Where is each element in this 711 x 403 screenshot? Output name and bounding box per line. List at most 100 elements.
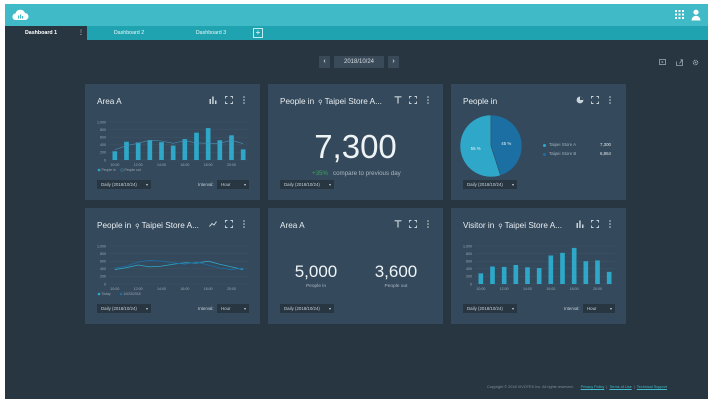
fullscreen-icon[interactable] (409, 220, 417, 228)
bar (583, 261, 589, 284)
legend-label: Taipei Store B (549, 151, 577, 156)
y-tick-label: 400 (466, 267, 472, 271)
grid-icon[interactable] (675, 10, 684, 19)
tab-dashboard-3[interactable]: Dashboard 3 (195, 30, 227, 36)
y-tick-label: 800 (100, 252, 106, 256)
fullscreen-icon[interactable] (225, 220, 233, 228)
fullscreen-icon[interactable] (409, 96, 417, 104)
x-tick-label: 10:00 (476, 287, 485, 291)
more-options-icon[interactable] (240, 96, 248, 104)
bar (182, 139, 188, 160)
more-options-icon[interactable] (240, 220, 248, 228)
chevron-down-icon: ▾ (511, 306, 514, 311)
tab-dashboard-1[interactable]: Dashboard 1 (5, 26, 87, 40)
interval-select[interactable]: Hour ▾ (583, 304, 615, 313)
dashboard-tab-bar: Dashboard 1 ⋮ Dashboard 2 Dashboard 3 + (5, 26, 708, 40)
chevron-down-icon: ▾ (328, 306, 331, 311)
people-in-label: People in (305, 284, 326, 289)
area-a-bar-chart: 1,000 800 600 400 200 0 10:00 12:00 14:00 16:00 18… (97, 120, 249, 172)
bar (112, 151, 118, 160)
x-tick-label: 20:00 (593, 287, 602, 291)
store-name: Taipei Store A... (141, 221, 199, 230)
interval-label: Interval: (198, 182, 214, 187)
y-tick-label: 0 (470, 282, 472, 286)
bar (240, 149, 246, 160)
pie-chart-icon[interactable] (576, 96, 584, 104)
series-line (114, 260, 244, 270)
x-tick-label: 12:00 (134, 163, 143, 167)
legend-swatch (543, 153, 546, 156)
store-name: Taipei Store A... (504, 221, 562, 230)
bar-chart-icon[interactable] (576, 220, 584, 228)
slice-label: 45 % (501, 141, 511, 146)
fullscreen-icon[interactable] (591, 220, 599, 228)
date-range-select[interactable]: Daily (2018/10/24) ▾ (463, 304, 517, 313)
bar (595, 260, 600, 284)
bar (501, 266, 507, 284)
more-options-icon[interactable] (424, 96, 432, 104)
legend-item: Taipei Store B 6,854 (543, 151, 619, 160)
more-options-icon[interactable] (606, 220, 614, 228)
bar (170, 145, 176, 160)
bar (124, 141, 129, 160)
card-title-text: Visitor in (463, 221, 495, 230)
people-in-line-card: People in ⚲ Taipei Store A... 1,000 800 600 4… (85, 208, 260, 324)
bar-chart-icon[interactable] (209, 96, 217, 104)
presentation-icon[interactable] (659, 59, 666, 66)
compare-text: compare to previous day (333, 170, 401, 177)
people-in-pie-chart: 55 % 45 % (459, 114, 523, 178)
privacy-policy-link[interactable]: Privacy Policy (580, 385, 605, 389)
y-tick-label: 0 (104, 282, 106, 286)
legend-item: Taipei Store A 7,300 (543, 142, 619, 151)
date-range-select[interactable]: Daily (2018/10/24) ▾ (280, 180, 334, 189)
card-title: People in ⚲ Taipei Store A... (280, 97, 382, 106)
y-tick-label: 200 (100, 151, 106, 155)
interval-label: Interval: (564, 306, 580, 311)
date-range-value: Daily (2018/10/24) (467, 182, 503, 187)
cloud-logo-icon[interactable] (11, 7, 29, 23)
technical-support-link[interactable]: Technical Support (636, 385, 667, 389)
x-tick-label: 10:00 (110, 287, 119, 291)
series-line (114, 139, 244, 151)
area-a-chart-card: Area A 1,000 800 600 400 200 0 10:00 12:00 14:00… (85, 84, 260, 200)
interval-select[interactable]: Hour ▾ (217, 304, 249, 313)
footer: Copyright © 2018 VIVOTEK Inc. All rights… (487, 385, 667, 389)
terms-of-use-link[interactable]: Terms of Use (609, 385, 632, 389)
more-options-icon[interactable] (606, 96, 614, 104)
date-range-select[interactable]: Daily (2018/10/24) ▾ (97, 304, 151, 313)
share-icon[interactable] (676, 59, 683, 66)
date-range-select[interactable]: Daily (2018/10/24) ▾ (97, 180, 151, 189)
line-chart-icon[interactable] (209, 220, 217, 228)
more-options-icon[interactable] (424, 220, 432, 228)
fullscreen-icon[interactable] (591, 96, 599, 104)
previous-date-button[interactable]: ‹ (319, 56, 330, 68)
y-tick-label: 400 (100, 143, 106, 147)
people-in-value: 7,300 (314, 128, 397, 165)
x-tick-label: 18:00 (204, 287, 213, 291)
user-icon[interactable] (691, 9, 701, 21)
bar (229, 135, 234, 160)
text-type-icon[interactable] (394, 96, 402, 104)
change-indicator: +35% compare to previous day (312, 170, 401, 177)
fullscreen-icon[interactable] (225, 96, 233, 104)
interval-select[interactable]: Hour ▾ (217, 180, 249, 189)
legend-label: Today (102, 292, 111, 296)
date-range-select[interactable]: Daily (2018/10/24) ▾ (463, 180, 517, 189)
pie-slice (459, 114, 501, 178)
date-range-select[interactable]: Daily (2018/10/24) ▾ (280, 304, 334, 313)
settings-gear-icon[interactable] (692, 59, 699, 66)
y-tick-label: 1,000 (97, 244, 106, 248)
tab-options-icon[interactable]: ⋮ (78, 30, 84, 36)
legend-swatch (119, 292, 123, 296)
text-type-icon[interactable] (394, 220, 402, 228)
bar (147, 140, 153, 160)
legend-value: 7,300 (600, 142, 611, 147)
next-date-button[interactable]: › (388, 56, 399, 68)
card-title: People in ⚲ Taipei Store A... (97, 221, 199, 230)
chevron-down-icon: ▾ (243, 182, 246, 187)
chevron-down-icon: ▾ (145, 306, 148, 311)
add-tab-button[interactable]: + (253, 28, 263, 38)
card-title: Area A (280, 221, 305, 230)
tab-dashboard-2[interactable]: Dashboard 2 (113, 30, 145, 36)
people-in-line-chart: 1,000 800 600 400 200 0 10:00 12:00 14:00 16:00 18… (97, 244, 249, 296)
